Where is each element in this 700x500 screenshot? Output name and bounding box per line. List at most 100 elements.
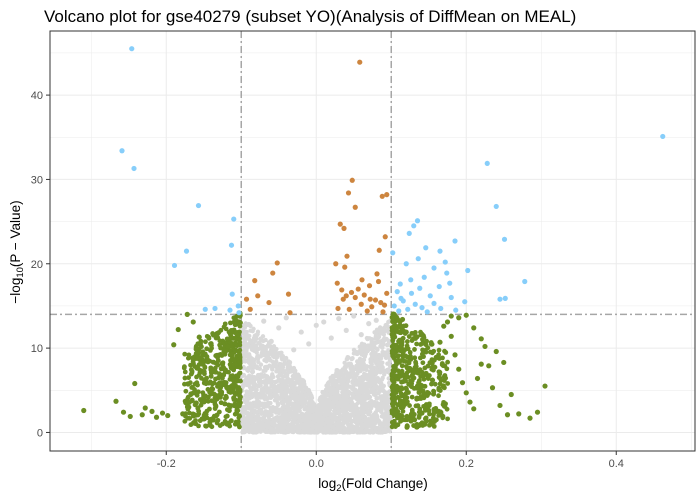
background-point [252,365,257,370]
fold-change-point [397,373,403,379]
fold-change-point [186,404,192,410]
significant-point [411,223,417,229]
not-significant-point [343,327,349,333]
background-point [386,338,391,344]
background-point [366,412,371,417]
significant-point [438,305,444,312]
background-point [326,402,331,408]
background-point [303,429,309,435]
fold-change-point [399,385,404,391]
background-point [255,372,261,378]
fold-change-point [414,383,421,389]
fold-change-point [231,315,237,321]
fold-change-point [218,345,223,351]
background-point [387,357,393,362]
not-significant-point [291,347,297,353]
fold-change-point [234,353,240,359]
background-point [340,367,345,372]
background-point [380,421,386,426]
background-point [367,394,373,400]
fold-change-point [436,413,442,418]
fold-change-point [132,380,138,387]
background-point [311,412,317,418]
background-point [247,337,252,343]
background-point [293,398,299,404]
fold-change-point [420,337,425,342]
not-significant-point [321,319,327,325]
background-point [285,367,290,372]
background-point [378,403,383,408]
significant-point [447,280,453,286]
not-significant-point [382,399,388,405]
fold-change-point [408,383,413,389]
background-point [376,426,381,431]
fold-change-point [81,407,87,414]
fold-change-point [407,403,412,408]
fold-change-point [211,359,217,365]
fold-change-point [216,409,222,415]
pvalue-point [355,286,361,292]
background-point [367,336,373,341]
pvalue-point [380,309,386,315]
fold-change-point [395,422,400,428]
fold-change-point [226,407,232,414]
series-green [81,311,548,423]
background-point [362,342,367,347]
background-point [320,396,326,401]
background-point [325,406,330,411]
fold-change-point [471,325,477,331]
fold-change-point [389,401,395,407]
background-point [252,417,257,423]
fold-change-point [390,388,396,393]
background-point [259,390,264,396]
fold-change-point [237,336,243,342]
fold-change-point [192,381,198,387]
not-significant-point [257,378,263,384]
background-point [275,400,280,406]
significant-point [423,245,429,251]
background-point [386,376,391,381]
fold-change-point [228,335,234,341]
background-point [272,361,278,366]
background-point [360,378,365,383]
fold-change-point [188,367,194,373]
fold-change-point [442,385,447,391]
background-point [269,407,274,413]
significant-point [394,289,400,295]
background-point [268,412,273,418]
fold-change-point [478,361,484,367]
background-point [333,394,338,399]
background-point [369,362,374,367]
significant-point [462,299,468,305]
pvalue-point [369,304,375,310]
not-significant-point [372,420,378,426]
background-point [246,379,251,384]
fold-change-point [232,357,238,363]
fold-change-point [182,364,187,370]
background-point [386,329,391,334]
fold-change-point [190,355,195,361]
significant-point [436,283,442,290]
pvalue-point [381,302,388,308]
background-point [358,360,364,365]
fold-change-point [407,356,413,362]
background-point [312,402,317,407]
not-significant-point [317,422,323,428]
background-point [251,342,257,347]
fold-change-point [407,350,413,355]
fold-change-point [182,351,188,357]
background-point [291,427,296,433]
significant-point [484,160,490,167]
background-point [281,411,286,416]
background-point [373,371,379,376]
fold-change-point [396,358,402,363]
background-point [378,369,383,375]
fold-change-point [463,390,469,396]
not-significant-point [313,322,319,328]
background-point [351,347,357,353]
fold-change-dense-band [181,310,451,430]
fold-change-point [188,391,194,397]
significant-point [212,305,218,312]
panel-border [49,30,696,452]
series-orange [243,59,390,316]
